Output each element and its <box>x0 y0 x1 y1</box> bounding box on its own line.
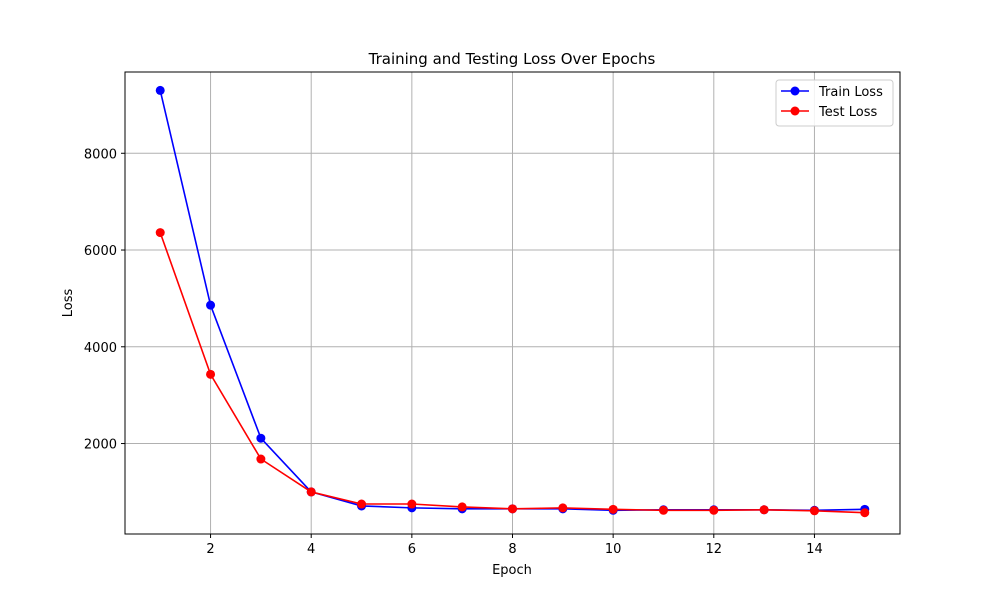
data-point <box>357 499 367 509</box>
y-axis-title: Loss <box>61 289 76 318</box>
data-point <box>155 85 165 95</box>
y-axis-ticks: 2000 4000 6000 8000 <box>84 147 125 453</box>
x-tick-label: 10 <box>605 542 622 557</box>
legend-item: Test Loss <box>781 105 877 120</box>
legend-items: Train Loss Test Loss <box>781 85 883 120</box>
x-tick-label: 8 <box>508 542 516 557</box>
legend-label: Train Loss <box>818 85 883 100</box>
legend: Train Loss Test Loss <box>775 79 894 127</box>
y-tick-label: 6000 <box>84 244 117 259</box>
y-tick-label: 4000 <box>84 341 117 356</box>
series-layer <box>155 85 870 518</box>
legend-marker <box>790 86 800 96</box>
data-point <box>608 504 618 514</box>
x-tick-label: 6 <box>408 542 416 557</box>
chart-title: Training and Testing Loss Over Epochs <box>368 50 656 68</box>
x-tick-label: 2 <box>206 542 214 557</box>
y-tick-label: 2000 <box>84 438 117 453</box>
data-point <box>558 503 568 513</box>
data-point <box>256 454 266 464</box>
x-tick-label: 14 <box>806 542 823 557</box>
data-point <box>407 499 417 509</box>
data-point <box>508 504 517 514</box>
data-point <box>658 505 668 515</box>
data-point <box>206 369 216 379</box>
series-2 <box>155 228 870 518</box>
grid-lines <box>125 72 900 534</box>
data-point <box>809 506 819 516</box>
data-point <box>759 505 769 515</box>
x-axis-ticks: 2 4 6 8 10 12 14 <box>206 534 823 557</box>
data-point <box>155 228 165 238</box>
y-tick-label: 8000 <box>84 147 117 162</box>
x-axis-title: Epoch <box>492 563 532 578</box>
data-point <box>306 487 316 497</box>
x-tick-label: 12 <box>706 542 723 557</box>
legend-item: Train Loss <box>781 85 883 100</box>
x-tick-label: 4 <box>307 542 315 557</box>
data-point <box>860 508 870 518</box>
data-point <box>256 433 266 443</box>
legend-marker <box>790 106 800 116</box>
data-point <box>709 505 719 515</box>
legend-label: Test Loss <box>818 105 877 120</box>
data-point <box>206 300 216 310</box>
data-point <box>457 502 467 512</box>
